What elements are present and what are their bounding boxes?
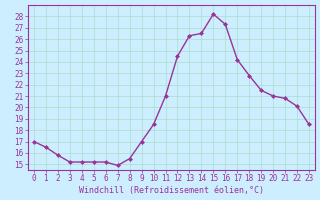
X-axis label: Windchill (Refroidissement éolien,°C): Windchill (Refroidissement éolien,°C) xyxy=(79,186,264,195)
